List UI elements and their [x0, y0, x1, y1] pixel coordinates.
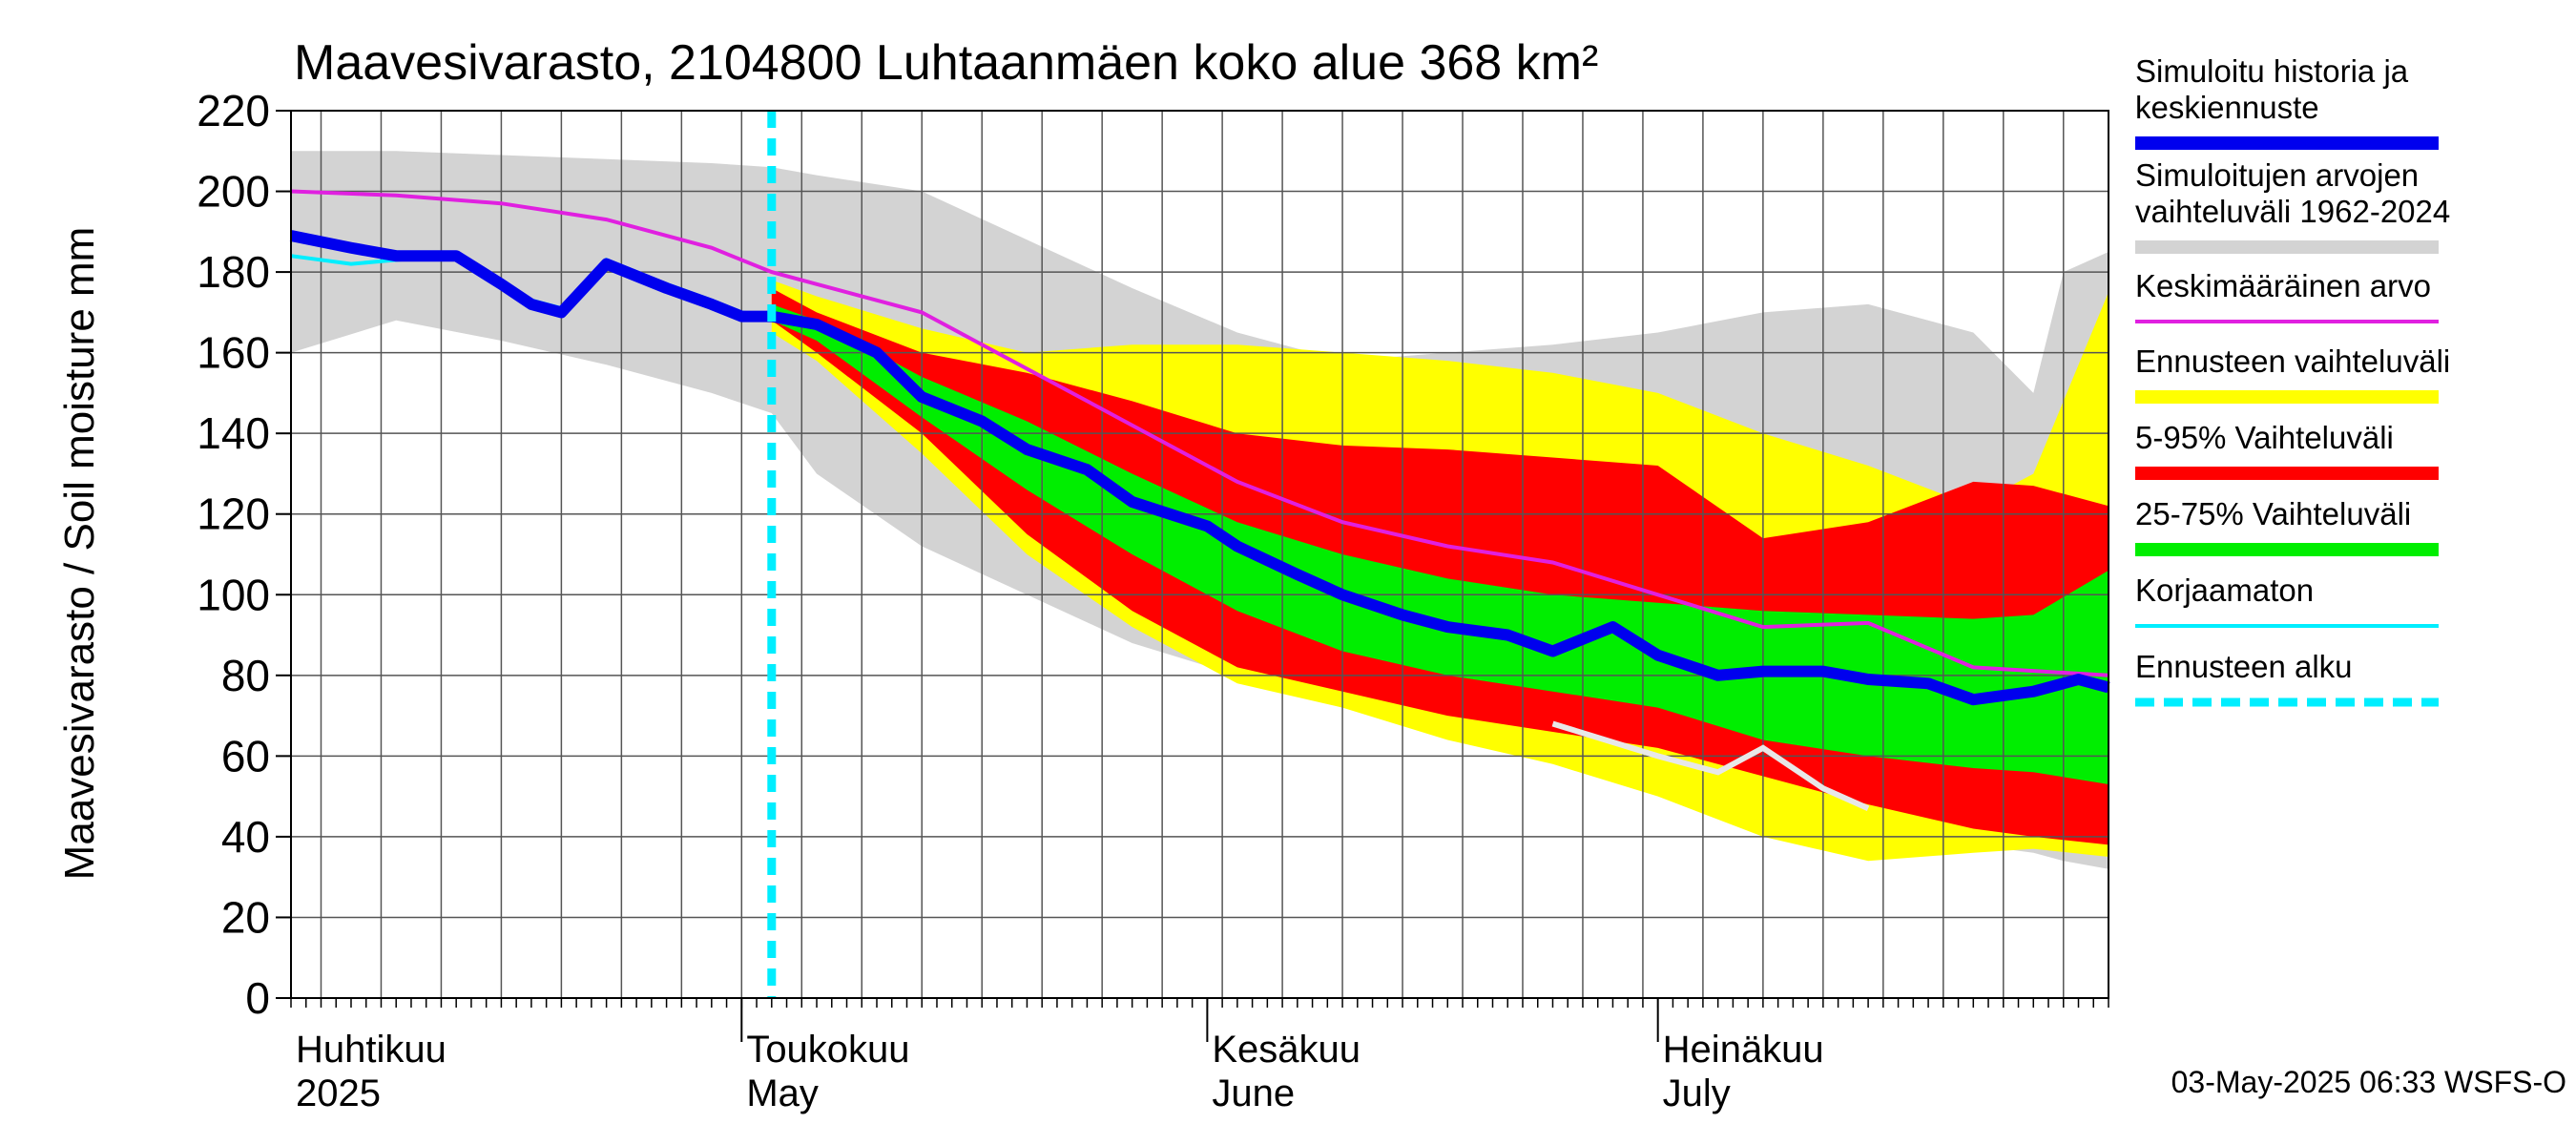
y-tick-label: 80: [221, 651, 270, 700]
legend-label: 25-75% Vaihteluväli: [2135, 496, 2411, 531]
y-tick-label: 200: [197, 167, 270, 217]
month-label-fi: Toukokuu: [746, 1029, 909, 1071]
month-label-en: 2025: [296, 1072, 381, 1114]
legend-label: Korjaamaton: [2135, 572, 2314, 608]
y-tick-label: 180: [197, 247, 270, 297]
grid: [291, 111, 2109, 998]
month-label-fi: Huhtikuu: [296, 1029, 447, 1071]
chart-title: Maavesivarasto, 2104800 Luhtaanmäen koko…: [294, 35, 1598, 91]
legend-label: Keskimääräinen arvo: [2135, 268, 2431, 303]
month-label-en: May: [746, 1072, 819, 1114]
legend-label: vaihteluväli 1962-2024: [2135, 194, 2450, 229]
mean-line: [290, 189, 2109, 677]
y-tick-label: 120: [197, 489, 270, 539]
line-layer: [289, 111, 2110, 998]
month-label-fi: Heinäkuu: [1663, 1029, 1824, 1071]
y-tick-label: 100: [197, 570, 270, 619]
percentile-25-75-band: [771, 303, 2109, 784]
legend-label: Ennusteen vaihteluväli: [2135, 344, 2450, 379]
y-tick-label: 60: [221, 731, 270, 781]
median-forecast-line: [289, 230, 2110, 706]
legend-item: Ennusteen vaihteluväli: [2135, 344, 2450, 404]
y-tick-label: 140: [197, 408, 270, 458]
legend-label: Simuloitujen arvojen: [2135, 157, 2419, 193]
legend-label: keskiennuste: [2135, 90, 2319, 125]
y-tick-label: 40: [221, 812, 270, 862]
series-layer: [291, 151, 2109, 869]
y-tick-label: 160: [197, 328, 270, 378]
legend-label: Ennusteen alku: [2135, 649, 2353, 684]
y-axis-label: Maavesivarasto / Soil moisture mm: [56, 227, 103, 881]
legend-label: 5-95% Vaihteluväli: [2135, 420, 2394, 455]
axes: 0 20 40 60 80 100 120 140 160 180 200 220 Huhtikuu20…: [197, 86, 2109, 1114]
month-label-en: June: [1212, 1072, 1295, 1114]
legend: Simuloitu historia jakeskiennusteSimuloi…: [2135, 53, 2450, 707]
legend-item: Keskimääräinen arvo: [2135, 268, 2439, 323]
month-label-en: July: [1663, 1072, 1731, 1114]
plot-frame: [290, 110, 2109, 999]
timestamp-footer: 03-May-2025 06:33 WSFS-O: [2171, 1065, 2566, 1099]
legend-item: Korjaamaton: [2135, 572, 2439, 628]
history-tail-line: [1551, 720, 1870, 812]
legend-item: Ennusteen alku: [2135, 649, 2439, 707]
y-tick-label: 0: [245, 973, 270, 1023]
legend-item: 25-75% Vaihteluväli: [2135, 496, 2439, 556]
legend-item: 5-95% Vaihteluväli: [2135, 420, 2439, 480]
y-tick-label: 220: [197, 86, 270, 135]
month-label-fi: Kesäkuu: [1212, 1029, 1361, 1071]
legend-label: Simuloitu historia ja: [2135, 53, 2409, 89]
y-tick-label: 20: [221, 892, 270, 942]
